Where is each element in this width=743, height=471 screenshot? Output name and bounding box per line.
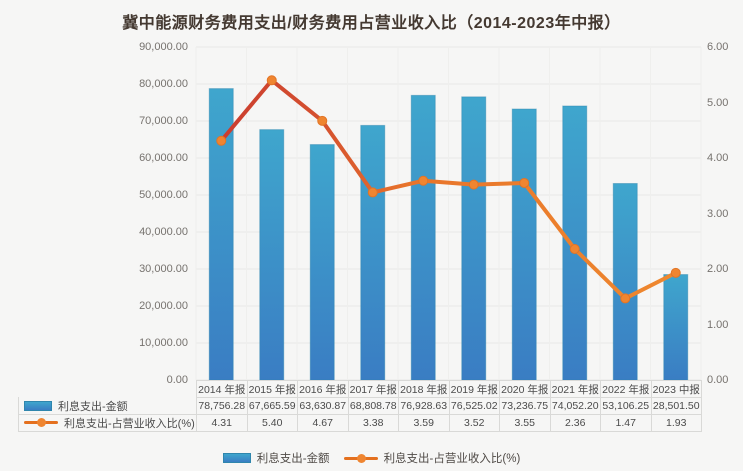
table-value-cell: 74,052.20 [551, 397, 601, 414]
line-marker [418, 175, 429, 186]
line-marker [317, 115, 328, 126]
table-value-cell: 3.38 [349, 414, 399, 431]
axis-tick-label-left: 60,000.00 [139, 152, 188, 164]
line-swatch-icon [24, 418, 58, 428]
line-marker [670, 267, 681, 278]
series-name: 利息支出-金额 [58, 400, 128, 413]
axis-tick-label-left: 90,000.00 [139, 41, 188, 53]
table-value-cell: 3.59 [399, 414, 450, 431]
bar-swatch-icon [24, 400, 52, 411]
axis-tick-label-left: 0.00 [166, 374, 188, 386]
axis-tick-label-left: 30,000.00 [139, 263, 188, 275]
table-value-cell: 1.47 [601, 414, 652, 431]
table-header-cell: 2014 年报 [197, 381, 248, 397]
bar [461, 96, 487, 381]
line-marker [519, 177, 530, 188]
line-marker [569, 244, 580, 255]
table-header-cell: 2015 年报 [248, 381, 298, 397]
line-marker [367, 187, 378, 198]
legend-label: 利息支出-金额 [256, 453, 330, 465]
bar [259, 129, 285, 381]
axis-tick-label-left: 70,000.00 [139, 115, 188, 127]
axis-tick-label-right: 0.00 [707, 374, 729, 386]
table-value-cell: 78,756.28 [197, 397, 248, 414]
table-value-cell: 76,928.63 [399, 397, 450, 414]
line-marker [216, 135, 227, 146]
chart-legend: 利息支出-金额 利息支出-占营业收入比(%) [0, 450, 743, 466]
bar [410, 94, 436, 381]
bar-swatch-icon [222, 453, 251, 463]
table-header-cell: 2017 年报 [349, 381, 399, 397]
table-value-cell: 4.67 [298, 414, 349, 431]
table-value-cell: 73,236.75 [500, 397, 551, 414]
bar-series [208, 88, 689, 381]
table-value-cell: 2.36 [551, 414, 601, 431]
axis-tick-label-right: 5.00 [707, 96, 729, 109]
chart-title: 冀中能源财务费用支出/财务费用占营业收入比（2014-2023年中报） [122, 15, 621, 32]
table-value-cell: 3.55 [500, 414, 551, 431]
bar [511, 108, 537, 381]
axis-tick-label-right: 6.00 [707, 41, 729, 53]
table-value-cell: 5.40 [248, 414, 298, 431]
table-value-cell: 3.52 [450, 414, 500, 431]
table-value-cell: 4.31 [197, 414, 248, 431]
table-header-cell: 2023 中报 [652, 383, 700, 396]
bar [360, 124, 386, 381]
ratio-line [219, 78, 678, 301]
table-value-cell: 53,106.25 [601, 397, 652, 414]
table-value-cell: 63,630.87 [298, 397, 349, 414]
legend-item-line: 利息支出-占营业收入比(%) [343, 450, 521, 466]
line-marker [620, 293, 631, 304]
axis-tick-label-left: 10,000.00 [139, 337, 188, 349]
table-row-bar-series: 利息支出-金额 78,756.28 67,665.59 63,630.87 68,808… [18, 397, 702, 415]
line-series [216, 75, 681, 304]
series-name: 利息支出-占营业收入比(%) [64, 417, 195, 430]
table-row-line-series: 利息支出-占营业收入比(%) 4.31 5.40 4.67 3.38 3.59 3.52 3.… [18, 414, 702, 432]
bar [562, 105, 588, 381]
line-swatch-icon [343, 453, 378, 463]
axis-tick-label-left: 20,000.00 [139, 300, 188, 312]
bar [309, 144, 335, 381]
axis-tick-label-left: 40,000.00 [139, 226, 188, 238]
axis-tick-label-right: 4.00 [707, 152, 729, 164]
table-value-cell: 76,525.02 [450, 397, 500, 414]
table-value-cell: 67,665.59 [248, 397, 298, 414]
table-header-cell: 2022 年报 [601, 381, 652, 397]
axis-tick-label-right: 2.00 [707, 263, 729, 275]
line-marker [266, 75, 277, 86]
axis-tick-label-left: 80,000.00 [139, 78, 188, 90]
table-header-cell: 2019 年报 [450, 381, 500, 397]
axis-tick-label-left: 50,000.00 [139, 189, 188, 201]
table-header-cell: 2016 年报 [298, 381, 349, 397]
table-header-cell: 2020 年报 [500, 381, 551, 397]
legend-item-bar: 利息支出-金额 [222, 450, 330, 466]
axis-tick-label-right: 3.00 [707, 207, 729, 220]
table-header-cell: 2021 年报 [551, 381, 601, 397]
axis-tick-label-right: 1.00 [707, 318, 729, 331]
table-header-cell: 2018 年报 [399, 381, 450, 397]
bar [612, 183, 638, 381]
table-row-label: 利息支出-占营业收入比(%) [19, 414, 197, 431]
table-value-cell: 1.93 [666, 416, 687, 429]
table-value-cell: 28,501.50 [652, 399, 700, 412]
table-row-label: 利息支出-金额 [19, 397, 197, 414]
line-marker [468, 179, 479, 190]
table-value-cell: 68,808.78 [349, 397, 399, 414]
bar [663, 274, 689, 381]
table-header-row: 2014 年报 2015 年报 2016 年报 2017 年报 2018 年报 2019 … [196, 380, 702, 398]
legend-label: 利息支出-占营业收入比(%) [383, 453, 521, 465]
